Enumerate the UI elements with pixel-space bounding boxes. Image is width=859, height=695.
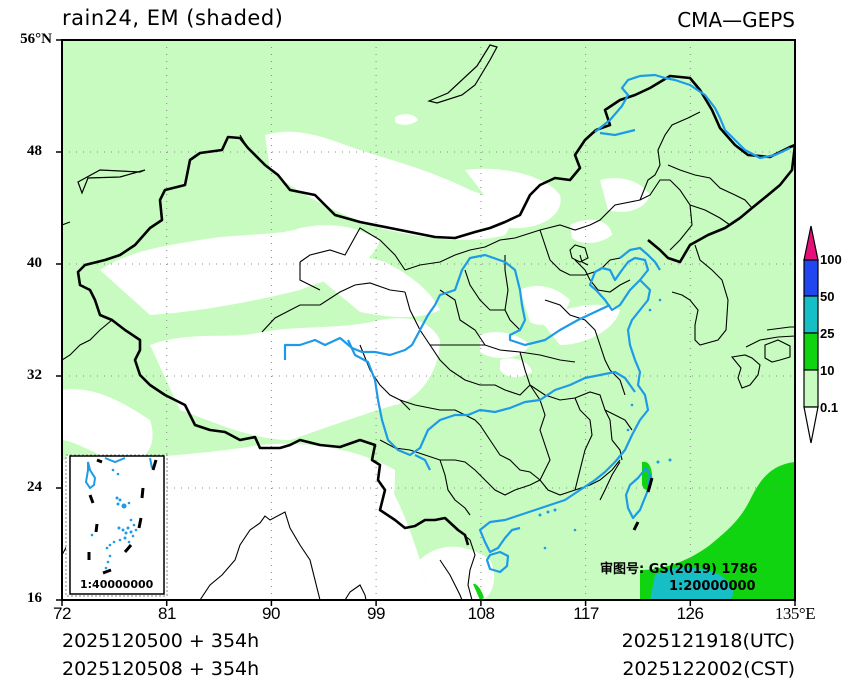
axis-ticks <box>56 39 796 606</box>
rivers <box>283 73 791 574</box>
lat-label-56: 56°N <box>20 31 52 47</box>
init-time-cst: 2025120508 + 354h <box>62 658 260 680</box>
lon-label-126: 126 <box>676 604 704 623</box>
map-frame <box>61 39 796 601</box>
colorbar <box>803 225 819 444</box>
colorbar-label-100: 100 <box>820 252 842 267</box>
lat-label-48: 48 <box>27 143 42 159</box>
colorbar-under-0.1 <box>803 406 819 444</box>
lon-label-81: 81 <box>158 604 176 623</box>
islands <box>538 298 672 550</box>
model-name: CMA—GEPS <box>677 8 795 32</box>
lat-label-16: 16 <box>27 590 42 606</box>
valid-time-utc: 2025121918(UTC) <box>621 630 795 652</box>
map-approval-number: 审图号: GS(2019) 1786 <box>600 562 758 577</box>
colorbar-label-25: 25 <box>820 326 835 341</box>
lake-baikal <box>427 44 498 104</box>
province-borders <box>261 111 753 516</box>
lat-label-24: 24 <box>27 479 42 495</box>
colorbar-50-100 <box>803 259 819 297</box>
colorbar-label-50: 50 <box>820 289 835 304</box>
lon-label-108: 108 <box>467 604 495 623</box>
colorbar-label-0.1: 0.1 <box>820 400 839 415</box>
lon-label-135: 135°E <box>774 604 816 623</box>
colorbar-25-50 <box>803 295 819 334</box>
heavy-rain-area <box>650 567 733 600</box>
moderate-rain-area <box>640 462 795 600</box>
lon-label-99: 99 <box>367 604 385 623</box>
moderate-rain-hainan <box>473 583 484 600</box>
maritime-boundary <box>632 477 654 531</box>
colorbar-label-10: 10 <box>820 363 835 378</box>
inset-frame <box>69 455 165 595</box>
init-time-utc: 2025120500 + 354h <box>62 630 260 652</box>
lon-label-72: 72 <box>53 604 71 623</box>
lat-label-40: 40 <box>27 255 42 271</box>
lon-label-90: 90 <box>262 604 280 623</box>
chart-title: rain24, EM (shaded) <box>62 6 284 30</box>
no-rain-areas <box>62 114 650 600</box>
lon-label-117: 117 <box>573 604 599 623</box>
colorbar-10-25 <box>803 332 819 371</box>
lat-label-32: 32 <box>27 367 42 383</box>
valid-time-cst: 2025122002(CST) <box>622 658 795 680</box>
colorbar-0.1-10 <box>803 369 819 408</box>
map-scale: 1:20000000 <box>669 579 756 594</box>
neighbour-borders <box>62 129 795 600</box>
inset-map <box>84 457 158 575</box>
inset-scale: 1:40000000 <box>80 578 154 591</box>
colorbar-over-100 <box>803 225 819 261</box>
lake-balkhash <box>77 169 146 195</box>
